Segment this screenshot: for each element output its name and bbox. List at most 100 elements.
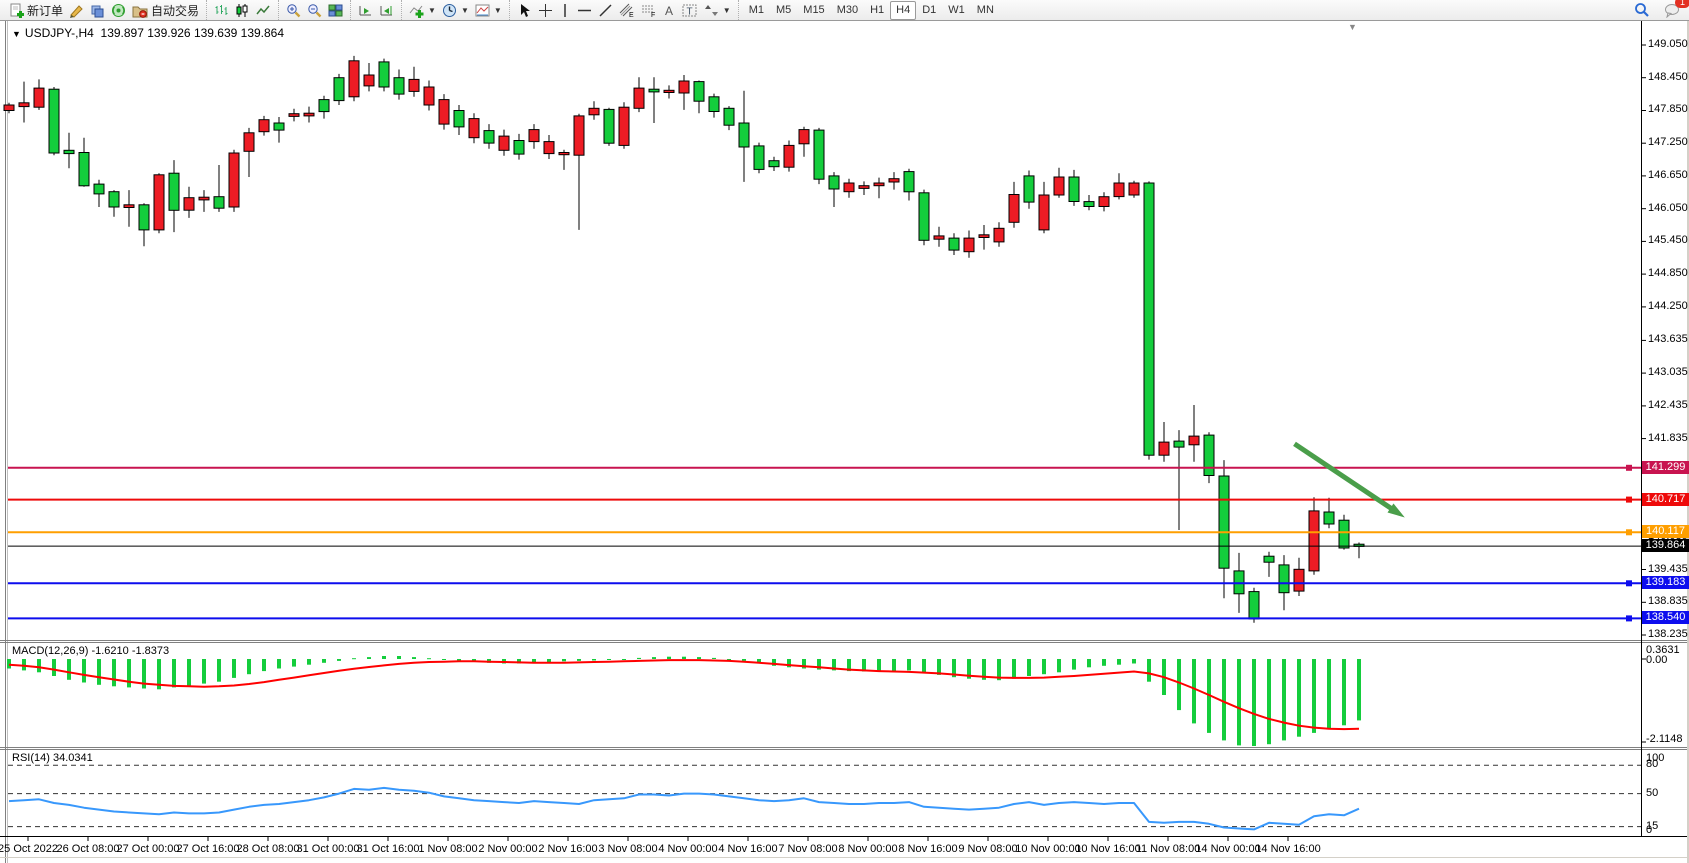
candle-body (33, 87, 45, 108)
time-axis-label: 3 Nov 08:00 (598, 843, 658, 855)
signal-button[interactable] (108, 1, 129, 20)
chat-icon (1664, 3, 1680, 18)
arrows-tool-button[interactable]: ▼ (701, 1, 734, 20)
notification-badge: 1 (1675, 0, 1689, 8)
time-axis-label: 28 Oct 08:00 (236, 843, 300, 855)
candle-body (348, 60, 360, 98)
macd-histogram-bar (292, 659, 296, 667)
macd-histogram-bar (352, 658, 356, 660)
macd-histogram-bar (742, 659, 746, 661)
timeframe-m30-button[interactable]: M30 (836, 3, 859, 16)
autoscroll-button[interactable] (355, 1, 376, 20)
chart-shift-button[interactable] (376, 1, 397, 20)
horizontal-line-tool-button[interactable] (574, 1, 595, 20)
candle-body (498, 135, 510, 151)
macd-histogram-bar (547, 659, 551, 662)
zoom-out-button[interactable] (304, 1, 325, 20)
macd-histogram-bar (1252, 659, 1256, 746)
templates-icon (475, 3, 490, 18)
price-axis-label: 144.250 (1648, 299, 1688, 312)
level-line-handle[interactable] (1626, 580, 1632, 587)
level-line-handle[interactable] (1626, 529, 1632, 536)
annotation-arrow-head (1387, 503, 1405, 518)
vertical-line-icon (559, 3, 571, 18)
auto-trading-button[interactable]: 自动交易 (129, 1, 202, 20)
macd-histogram-bar (1327, 659, 1331, 730)
time-axis-label: 2 Nov 00:00 (478, 843, 538, 855)
time-axis-label: 26 Oct 08:00 (56, 843, 120, 855)
tile-windows-button[interactable] (325, 1, 346, 20)
price-axis-label: 149.050 (1648, 38, 1688, 50)
macd-histogram-bar (1297, 659, 1301, 737)
macd-histogram-bar (457, 659, 461, 661)
candle-body (618, 106, 630, 146)
candle-body (1263, 555, 1275, 563)
timeframe-mn-button[interactable]: MN (976, 3, 994, 16)
templates-button[interactable]: ▼ (472, 1, 505, 20)
macd-histogram-bar (772, 659, 776, 666)
fibonacci-tool-button[interactable]: F (638, 1, 660, 20)
text-label-tool-button[interactable]: T (679, 1, 701, 20)
channel-tool-button[interactable]: E (616, 1, 638, 20)
crosshair-tool-button[interactable] (535, 1, 556, 20)
text-tool-button[interactable]: A (660, 1, 679, 20)
macd-histogram-bar (112, 659, 116, 687)
macd-histogram-bar (922, 659, 926, 673)
chart-canvas[interactable] (0, 21, 1689, 863)
time-axis-label: 31 Oct 16:00 (356, 843, 420, 855)
indicators-button[interactable]: ▼ (406, 1, 439, 20)
macd-histogram-bar (517, 659, 521, 664)
zoom-in-button[interactable] (283, 1, 304, 20)
bar-chart-style-button[interactable] (211, 1, 232, 20)
cursor-tool-button[interactable] (514, 1, 535, 20)
time-axis-label: 8 Nov 16:00 (898, 843, 958, 855)
search-button[interactable] (1631, 1, 1653, 20)
candle-body (1008, 194, 1020, 223)
annotation-arrow[interactable] (1293, 441, 1398, 515)
pencil-button[interactable] (66, 1, 87, 20)
layers-button[interactable] (87, 1, 108, 20)
macd-histogram-bar (1342, 659, 1346, 726)
candle-body (3, 104, 15, 111)
timeframe-h4-button[interactable]: H4 (890, 0, 917, 20)
timeframe-m5-button[interactable]: M5 (776, 3, 792, 16)
candle-body (1143, 182, 1155, 456)
notifications-button[interactable]: 1 (1661, 0, 1689, 20)
timeframe-m1-button[interactable]: M1 (748, 3, 764, 16)
collapse-one-click-icon[interactable]: ▼ (12, 29, 21, 39)
macd-histogram-bar (22, 659, 26, 671)
candle-body (1188, 435, 1200, 446)
macd-histogram-bar (667, 656, 671, 659)
candle-body (93, 183, 105, 195)
candlestick-style-button[interactable] (232, 1, 253, 20)
vertical-line-tool-button[interactable] (556, 1, 574, 20)
rsi-scale-label: 15 (1646, 819, 1659, 832)
time-axis-label: 7 Nov 08:00 (778, 843, 838, 855)
candle-body (1203, 434, 1215, 477)
candle-body (228, 152, 240, 208)
timeframe-h1-button[interactable]: H1 (870, 3, 885, 16)
timeframe-d1-button[interactable]: D1 (922, 3, 937, 16)
macd-histogram-bar (127, 659, 131, 688)
timeframe-w1-button[interactable]: W1 (948, 3, 965, 16)
candle-body (528, 129, 540, 143)
candle-body (1323, 511, 1335, 525)
candle-body (888, 178, 900, 183)
chart-shift-marker[interactable]: ▼ (1348, 22, 1357, 32)
timeframe-m15-button[interactable]: M15 (803, 3, 825, 16)
time-axis-label: 4 Nov 16:00 (718, 843, 778, 855)
new-order-button[interactable]: 新订单 (6, 1, 66, 20)
level-line-handle[interactable] (1626, 464, 1632, 471)
line-chart-style-button[interactable] (253, 1, 274, 20)
macd-scale-top: 0.3631 (1646, 644, 1680, 656)
candle-body (183, 197, 195, 211)
macd-histogram-bar (1312, 659, 1316, 733)
candle-body (858, 185, 870, 189)
level-line-handle[interactable] (1626, 615, 1632, 622)
candle-body (243, 132, 255, 152)
time-axis-label: 8 Nov 00:00 (838, 843, 898, 855)
periods-button[interactable]: ▼ (439, 1, 472, 20)
trendline-tool-button[interactable] (595, 1, 616, 20)
macd-histogram-bar (262, 659, 266, 672)
level-line-handle[interactable] (1626, 496, 1632, 503)
